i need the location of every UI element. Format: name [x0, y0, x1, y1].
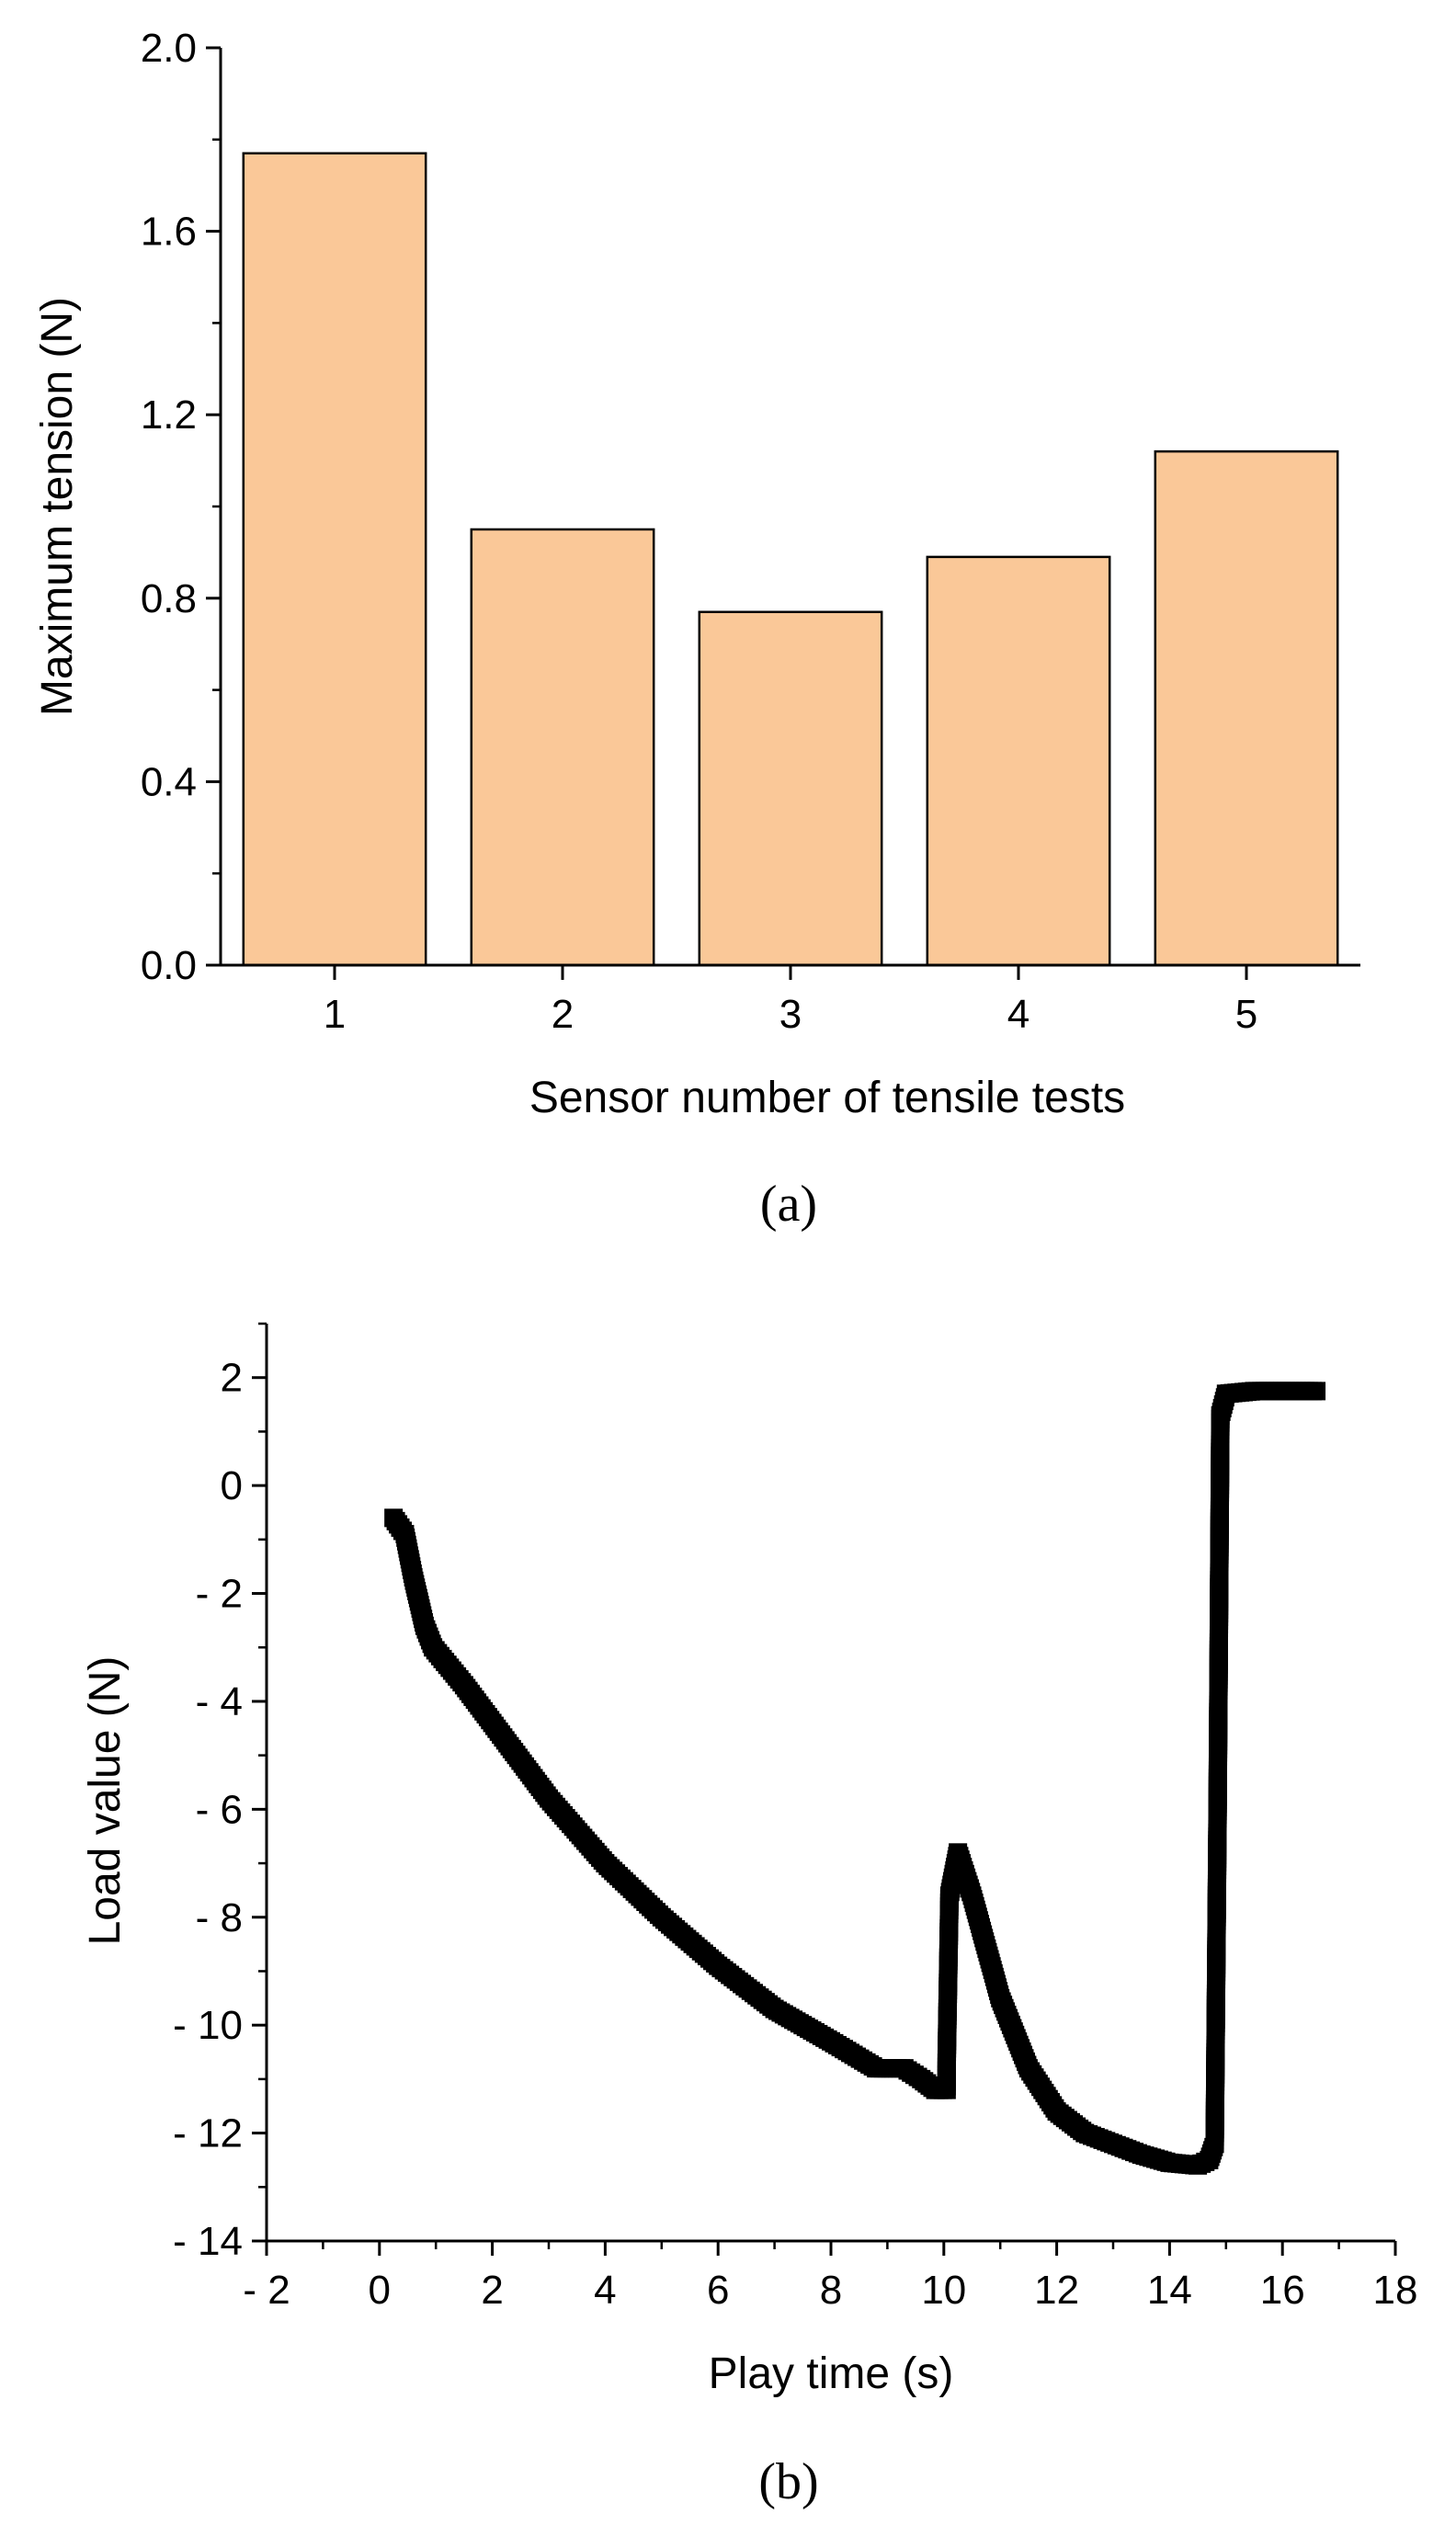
x-tick-label: 2	[481, 2268, 503, 2313]
bar-1	[242, 152, 427, 967]
panel-caption: (b)	[758, 2453, 818, 2510]
y-tick-label: 1.2	[141, 392, 197, 438]
y-axis-title: Load value (N)	[81, 1656, 130, 1946]
y-tick-label: 2	[221, 1356, 243, 1401]
x-tick-label: 4	[594, 2268, 616, 2313]
y-tick-label: 2.0	[141, 26, 197, 71]
y-tick-label: 0.0	[141, 943, 197, 988]
x-axis-title: Play time (s)	[709, 2349, 954, 2398]
scatter-chart-panel: - 14 - 12 - 10 - 8 - 6 - 4 - 2 0 2 - 2 0 2 4 6 8 10 12 1…	[81, 1322, 1418, 2510]
x-tick-label: 6	[707, 2268, 729, 2313]
x-tick-label: 18	[1373, 2268, 1418, 2313]
panel-caption: (a)	[760, 1176, 817, 1233]
y-tick-label: 0	[221, 1463, 243, 1508]
x-tick-label: 8	[820, 2268, 842, 2313]
x-tick-label: 3	[779, 992, 802, 1037]
x-axis-title: Sensor number of tensile tests	[529, 1074, 1125, 1122]
y-tick-label: 1.6	[141, 210, 197, 255]
y-tick-label: - 6	[196, 1787, 243, 1832]
x-tick-label: 5	[1235, 992, 1257, 1037]
data-point	[1307, 1382, 1326, 1401]
x-tick-label: 12	[1034, 2268, 1079, 2313]
y-tick-label: - 14	[173, 2219, 243, 2264]
x-tick-label: 1	[324, 992, 346, 1037]
x-tick-label: 16	[1260, 2268, 1305, 2313]
y-tick-label: - 12	[173, 2111, 243, 2156]
x-tick-label: 14	[1147, 2268, 1192, 2313]
y-tick-label: - 2	[196, 1572, 243, 1617]
x-tick-label: 2	[552, 992, 574, 1037]
x-tick-label: - 2	[243, 2268, 290, 2313]
y-axis-title: Maximum tension (N)	[33, 297, 82, 716]
bar-5	[1154, 449, 1339, 967]
y-tick-label: - 8	[196, 1895, 243, 1940]
x-tick-label: 0	[369, 2268, 391, 2313]
bar-chart-panel: 0.0 0.4 0.8 1.2 1.6 2.0 1 2 3 4 5 Sensor number o…	[33, 26, 1360, 1233]
bar-3	[698, 610, 883, 967]
bar-2	[470, 528, 655, 967]
x-tick-label: 4	[1007, 992, 1029, 1037]
y-tick-label: - 10	[173, 2003, 243, 2048]
y-tick-label: 0.4	[141, 759, 197, 804]
bar-4	[926, 555, 1111, 967]
y-tick-label: - 4	[196, 1679, 243, 1724]
y-tick-label: 0.8	[141, 576, 197, 621]
x-tick-label: 10	[921, 2268, 966, 2313]
